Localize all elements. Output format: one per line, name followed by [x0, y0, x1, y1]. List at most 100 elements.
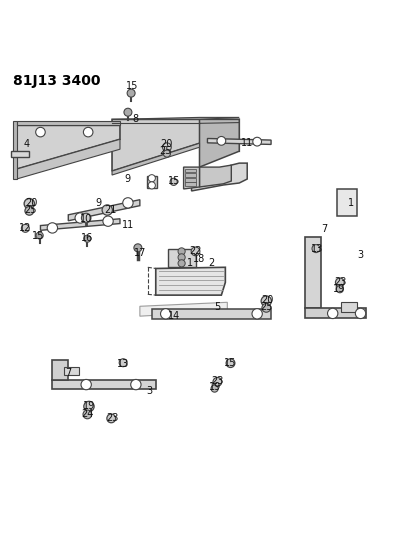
Circle shape: [36, 232, 43, 239]
Polygon shape: [52, 380, 156, 389]
Circle shape: [261, 296, 271, 306]
Text: 15: 15: [168, 176, 180, 186]
Text: 4: 4: [24, 139, 30, 149]
Circle shape: [213, 377, 222, 386]
Polygon shape: [112, 143, 200, 175]
Text: 16: 16: [81, 233, 93, 243]
Bar: [185, 168, 196, 172]
Text: 15: 15: [32, 231, 45, 241]
Circle shape: [356, 308, 366, 319]
Polygon shape: [168, 248, 196, 267]
Circle shape: [81, 213, 91, 223]
Polygon shape: [152, 309, 271, 319]
Text: 11: 11: [122, 220, 134, 230]
Circle shape: [226, 359, 235, 367]
Polygon shape: [200, 165, 231, 187]
Circle shape: [160, 309, 171, 319]
Bar: [185, 173, 196, 177]
Circle shape: [24, 198, 34, 209]
Text: 3: 3: [147, 385, 153, 395]
Text: 19: 19: [209, 382, 221, 392]
Polygon shape: [305, 237, 321, 308]
Circle shape: [131, 379, 141, 390]
Circle shape: [217, 136, 226, 145]
Text: 5: 5: [214, 302, 221, 312]
Text: 23: 23: [106, 413, 118, 423]
Circle shape: [336, 286, 344, 293]
Polygon shape: [305, 308, 367, 318]
Text: 14: 14: [168, 311, 180, 321]
Text: 20: 20: [26, 198, 38, 208]
Polygon shape: [17, 139, 120, 179]
Text: 20: 20: [161, 139, 173, 149]
Bar: [185, 178, 196, 182]
Polygon shape: [192, 163, 247, 191]
Text: 25: 25: [24, 205, 37, 215]
Polygon shape: [112, 117, 239, 119]
Text: 15: 15: [126, 82, 138, 91]
Text: 23: 23: [334, 277, 347, 287]
Polygon shape: [184, 167, 200, 189]
Text: 25: 25: [260, 302, 273, 312]
Text: 21: 21: [104, 205, 116, 215]
Circle shape: [328, 308, 338, 319]
Circle shape: [148, 175, 155, 182]
Circle shape: [36, 127, 45, 137]
Circle shape: [178, 260, 185, 267]
Polygon shape: [156, 267, 225, 295]
Text: 13: 13: [311, 244, 323, 254]
Text: 12: 12: [19, 223, 32, 232]
Text: 18: 18: [194, 254, 205, 264]
Circle shape: [103, 216, 113, 227]
Circle shape: [123, 198, 133, 208]
Text: 9: 9: [125, 174, 131, 184]
Text: 20: 20: [261, 295, 273, 305]
Text: 23: 23: [211, 376, 223, 385]
Text: 11: 11: [241, 138, 253, 148]
Circle shape: [148, 182, 155, 189]
Polygon shape: [17, 125, 120, 169]
Text: 1: 1: [186, 257, 193, 268]
Text: 19: 19: [332, 284, 345, 294]
Polygon shape: [11, 151, 28, 157]
Text: 1: 1: [348, 198, 354, 208]
Circle shape: [252, 309, 262, 319]
Circle shape: [75, 213, 85, 223]
Circle shape: [83, 127, 93, 137]
Circle shape: [134, 244, 142, 252]
Text: 3: 3: [358, 251, 363, 260]
Polygon shape: [200, 119, 239, 167]
Polygon shape: [140, 302, 227, 316]
Polygon shape: [112, 119, 239, 171]
Circle shape: [83, 410, 92, 419]
Circle shape: [47, 223, 57, 233]
Text: 24: 24: [81, 409, 93, 418]
Circle shape: [124, 108, 132, 116]
Circle shape: [102, 205, 113, 215]
Text: 19: 19: [83, 401, 95, 411]
Circle shape: [162, 143, 171, 151]
Polygon shape: [13, 122, 17, 179]
Text: 2: 2: [208, 257, 215, 268]
Polygon shape: [147, 176, 156, 188]
Circle shape: [262, 303, 271, 312]
Polygon shape: [40, 219, 120, 230]
Circle shape: [81, 379, 91, 390]
Polygon shape: [207, 139, 271, 144]
Circle shape: [127, 89, 135, 97]
Text: 9: 9: [95, 198, 101, 208]
Text: 7: 7: [322, 224, 328, 234]
Circle shape: [84, 235, 91, 242]
Circle shape: [253, 138, 261, 146]
Circle shape: [336, 278, 344, 287]
Polygon shape: [17, 122, 120, 125]
Circle shape: [211, 385, 218, 392]
Text: 81J13 3400: 81J13 3400: [13, 74, 100, 87]
Text: 17: 17: [134, 248, 146, 257]
Circle shape: [191, 247, 200, 256]
Bar: [185, 182, 196, 186]
Text: 15: 15: [224, 358, 237, 368]
Circle shape: [178, 254, 185, 261]
Text: 8: 8: [132, 115, 138, 124]
Polygon shape: [341, 302, 357, 312]
